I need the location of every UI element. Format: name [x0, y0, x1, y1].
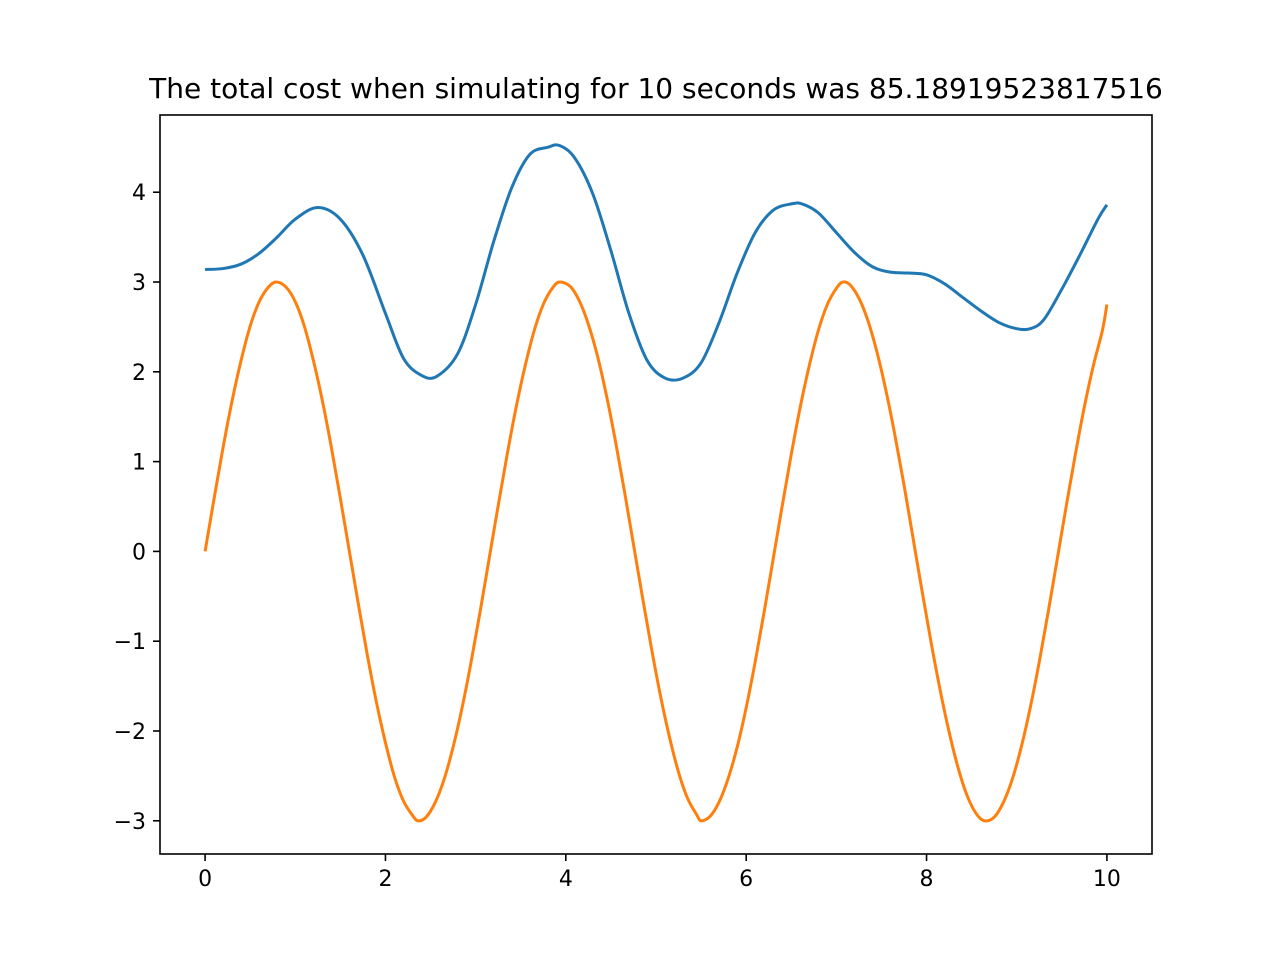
y-tick-label: −3 — [114, 810, 146, 835]
x-tick-label: 10 — [1093, 867, 1121, 892]
y-tick-label: 2 — [132, 361, 146, 386]
y-tick-label: 4 — [132, 181, 146, 206]
x-tick-label: 8 — [920, 867, 934, 892]
x-tick-label: 6 — [739, 867, 753, 892]
series-layer — [203, 143, 1109, 823]
y-tick-label: 3 — [132, 271, 146, 296]
x-tick-label: 0 — [198, 867, 212, 892]
series-line-1 — [205, 143, 1109, 382]
y-tick-label: −2 — [114, 720, 146, 745]
y-tick-label: 0 — [132, 540, 146, 565]
y-axis: −3 −2 −1 0 1 2 3 4 — [114, 181, 160, 835]
y-tick-label: −1 — [114, 630, 146, 655]
x-tick-label: 4 — [559, 867, 573, 892]
chart-title: The total cost when simulating for 10 se… — [148, 72, 1163, 105]
plot-frame — [159, 114, 1153, 855]
series-line-2 — [203, 280, 1109, 823]
x-axis: 0 2 4 6 8 10 — [198, 854, 1121, 892]
x-tick-label: 2 — [378, 867, 392, 892]
y-tick-label: 1 — [132, 451, 146, 476]
